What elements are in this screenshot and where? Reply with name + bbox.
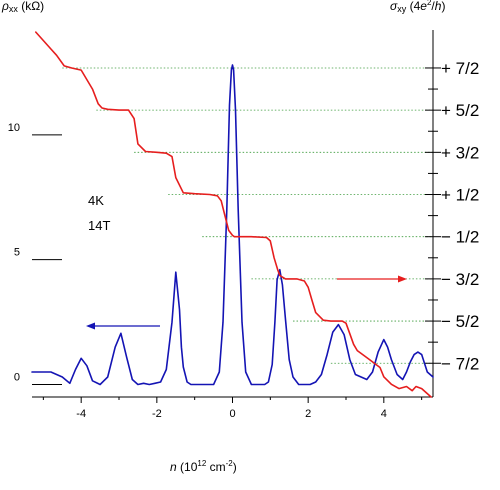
x-tick-label: 0 [229,408,235,420]
x-tick-label: -4 [76,408,86,420]
series-layer [31,31,434,398]
left-tick-label: 5 [14,247,20,259]
right-axis-ticks: + 7/2 + 5/2 + 3/2 + 1/2 − 1/2 − 3/2 − 5/2 − 7/2 [425,59,479,373]
blue-curve-axis-arrow [86,322,160,330]
left-tick-label: 0 [14,372,20,384]
annotation-temperature: 4K [88,193,104,208]
red-curve-axis-arrow [337,275,407,283]
rho-xx-line [31,64,434,386]
right-tick-label: − 7/2 [441,354,479,373]
right-tick-label: − 3/2 [441,270,479,289]
right-tick-label: + 3/2 [441,143,479,162]
x-axis-title: n (1012 cm-2) [170,459,237,474]
right-tick-label: + 1/2 [441,186,479,205]
annotation-field: 14T [88,218,110,233]
plateau-guides [62,67,433,364]
sigma-xy-line [34,31,432,398]
right-tick-label: − 1/2 [441,228,479,247]
left-axis-ticks: 0 5 10 [8,122,62,386]
right-tick-label: − 5/2 [441,312,479,331]
right-axis-title: σxy (4e2/h) [390,0,445,14]
x-axis-ticks: -4 -2 0 2 4 [42,397,423,420]
right-tick-label: + 7/2 [441,59,479,78]
left-tick-label: 10 [8,122,20,134]
right-tick-label: + 5/2 [441,101,479,120]
x-tick-label: 4 [381,408,387,420]
x-tick-label: 2 [305,408,311,420]
left-axis-title: ρxx (kΩ) [1,0,44,14]
x-tick-label: -2 [152,408,162,420]
